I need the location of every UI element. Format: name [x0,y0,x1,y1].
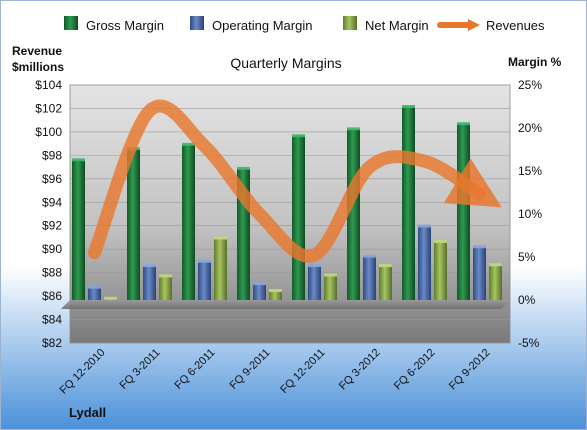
legend-item-net-margin: Net Margin [343,16,429,33]
left-tick-label: $82 [42,336,62,350]
right-tick-label: 25% [518,78,542,92]
bar-gross-margin [127,147,140,300]
right-tick-label: 20% [518,121,542,135]
bar-net-margin [489,263,502,300]
bar-gross-margin [182,142,195,300]
left-tick-label: $86 [42,289,62,303]
left-tick-label: $84 [42,313,62,327]
right-tick-label: 10% [518,207,542,221]
company-label: Lydall [69,405,106,420]
bar-operating-margin [308,264,321,300]
left-tick-label: $104 [35,78,62,92]
bar-net-margin [269,289,282,300]
bar-operating-margin [363,254,376,300]
bar-operating-margin [198,259,211,300]
bar-operating-margin [88,285,101,300]
bar-gross-margin [347,127,360,300]
left-tick-label: $100 [35,125,62,139]
legend-item-operating-margin: Operating Margin [190,16,312,33]
bar-gross-margin [292,134,305,300]
bar-net-margin [214,236,227,300]
left-axis-ticks: $82 $84 $86 $88 $90 $92 $94 $96 $98 $100 $102 $104 [35,78,62,350]
left-tick-label: $92 [42,219,62,233]
bar-operating-margin [473,245,486,300]
plot-floor [61,300,510,309]
bar-net-margin [159,274,172,300]
right-axis-ticks: -5% 0% 5% 10% 15% 20% 25% [518,78,542,350]
bar-net-margin [104,296,117,300]
bar-operating-margin [253,282,266,300]
left-tick-label: $94 [42,195,62,209]
legend: Gross Margin Operating Margin Net Margin Re… [64,16,545,33]
revenue-line-layer [88,99,502,263]
right-tick-label: 5% [518,250,536,264]
left-axis-label-line1: Revenue [12,44,62,58]
left-axis-label-line2: $millions [12,60,64,74]
legend-swatch [343,16,357,30]
legend-label: Revenues [486,18,545,33]
legend-item-gross-margin: Gross Margin [64,16,164,33]
bar-net-margin [434,240,447,300]
legend-label: Operating Margin [212,18,312,33]
right-tick-label: -5% [518,336,540,350]
legend-swatch [64,16,78,30]
right-tick-label: 15% [518,164,542,178]
bar-net-margin [379,264,392,300]
left-tick-label: $90 [42,242,62,256]
legend-arrow-icon [468,19,480,31]
legend-label: Gross Margin [86,18,164,33]
legend-swatch [190,16,204,30]
right-axis-label: Margin % [508,55,562,69]
bar-operating-margin [143,264,156,300]
legend-item-revenues: Revenues [437,18,545,33]
bar-net-margin [324,273,337,300]
bar-gross-margin [72,158,85,300]
revenues-line [88,99,502,263]
bar-gross-margin [457,122,470,300]
left-tick-label: $96 [42,172,62,186]
chart-title: Quarterly Margins [230,55,341,71]
right-tick-label: 0% [518,293,536,307]
left-tick-label: $102 [35,101,62,115]
legend-label: Net Margin [365,18,429,33]
bar-operating-margin [418,224,431,300]
left-tick-label: $98 [42,148,62,162]
left-tick-label: $88 [42,266,62,280]
bar-gross-margin [402,105,415,300]
